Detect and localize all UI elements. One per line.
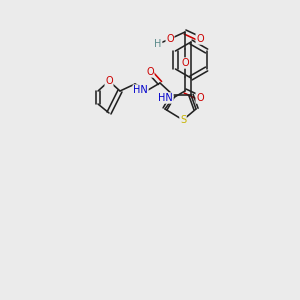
Text: O: O — [166, 34, 174, 44]
Text: O: O — [105, 76, 113, 86]
Text: O: O — [146, 67, 154, 77]
Text: S: S — [180, 115, 186, 125]
Text: HN: HN — [133, 85, 148, 95]
Text: H: H — [154, 39, 162, 49]
Text: O: O — [196, 93, 204, 103]
Text: O: O — [196, 34, 204, 44]
Text: O: O — [181, 58, 189, 68]
Text: HN: HN — [158, 93, 173, 103]
